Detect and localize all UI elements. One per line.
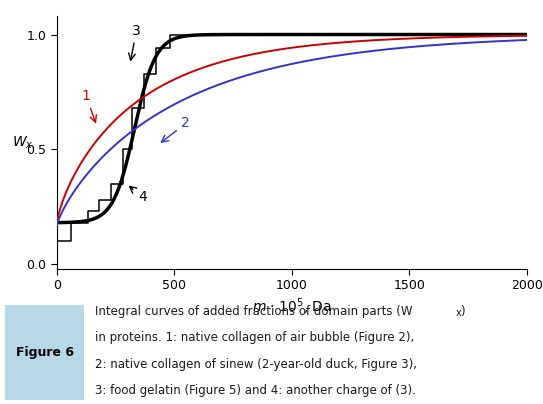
Text: 2: 2 (161, 116, 190, 142)
Text: 3: 3 (129, 23, 141, 60)
Text: 1: 1 (81, 89, 97, 122)
Y-axis label: $W_x$: $W_x$ (11, 134, 33, 151)
Text: 4: 4 (130, 187, 147, 204)
Text: 2: native collagen of sinew (2-year-old duck, Figure 3),: 2: native collagen of sinew (2-year-old … (95, 358, 417, 370)
Text: in proteins. 1: native collagen of air bubble (Figure 2),: in proteins. 1: native collagen of air b… (95, 331, 414, 344)
Text: x: x (456, 308, 462, 318)
Text: 3: food gelatin (Figure 5) and 4: another charge of (3).: 3: food gelatin (Figure 5) and 4: anothe… (95, 384, 416, 397)
Text: Integral curves of added fractions of domain parts (W: Integral curves of added fractions of do… (95, 305, 413, 318)
Text: Figure 6: Figure 6 (16, 346, 74, 359)
X-axis label: $m$ · 10$^5$, Da: $m$ · 10$^5$, Da (252, 296, 332, 317)
Text: ): ) (460, 305, 465, 318)
